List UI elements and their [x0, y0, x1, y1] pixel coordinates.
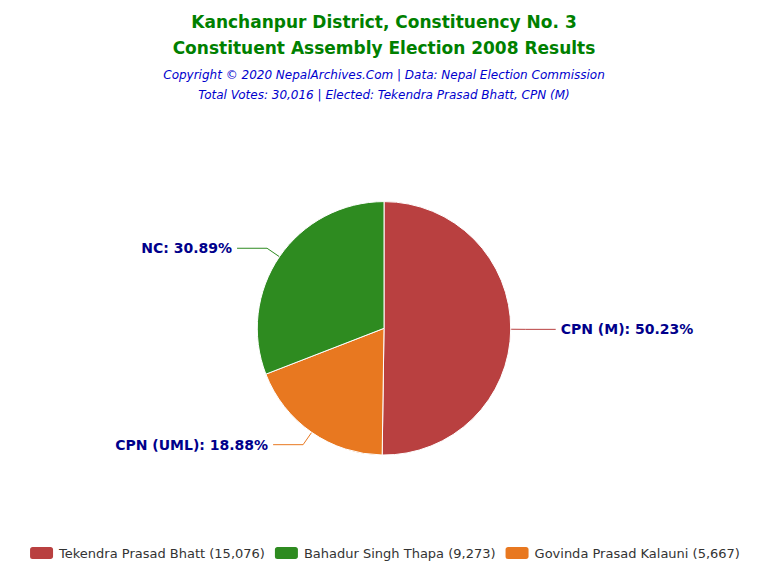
svg-text:CPN (UML): 18.88%: CPN (UML): 18.88% [115, 437, 268, 453]
svg-text:Copyright © 2020 NepalArchives: Copyright © 2020 NepalArchives.Com | Dat… [163, 68, 605, 82]
svg-text:Kanchanpur District, Constitue: Kanchanpur District, Constituency No. 3 [191, 12, 576, 32]
svg-text:Total Votes: 30,016 | Elected:: Total Votes: 30,016 | Elected: Tekendra … [198, 88, 569, 102]
svg-text:Govinda Prasad Kalauni (5,667): Govinda Prasad Kalauni (5,667) [535, 546, 740, 561]
svg-text:Constituent Assembly Election: Constituent Assembly Election 2008 Resul… [173, 38, 596, 58]
svg-text:Tekendra Prasad Bhatt (15,076): Tekendra Prasad Bhatt (15,076) [58, 546, 265, 561]
svg-text:CPN (M): 50.23%: CPN (M): 50.23% [561, 321, 694, 337]
svg-text:Bahadur Singh Thapa (9,273): Bahadur Singh Thapa (9,273) [304, 546, 496, 561]
svg-text:NC: 30.89%: NC: 30.89% [141, 240, 232, 256]
